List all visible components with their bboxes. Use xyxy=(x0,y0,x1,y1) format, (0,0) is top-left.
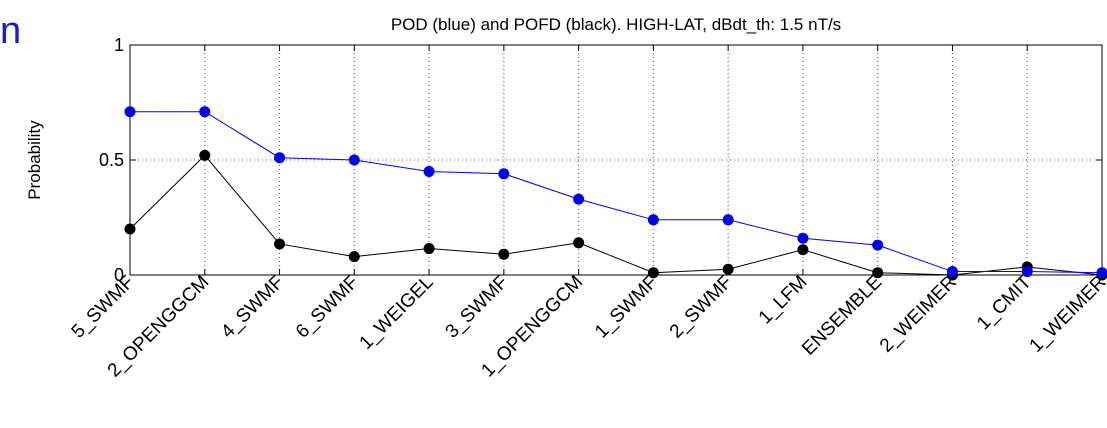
x-tick-label: 4_SWMF xyxy=(217,272,288,343)
x-tick-label: 1_SWMF xyxy=(591,272,662,343)
x-tick-label: 1_LFM xyxy=(755,272,812,329)
x-tick-label: 2_SWMF xyxy=(666,272,737,343)
data-point-series-1 xyxy=(1022,266,1033,277)
data-point-series-1 xyxy=(125,106,136,117)
data-point-series-2 xyxy=(125,224,136,235)
data-point-series-1 xyxy=(274,152,285,163)
series-line-1 xyxy=(130,112,1102,273)
data-point-series-2 xyxy=(274,238,285,249)
x-tick-label: 5_SWMF xyxy=(68,272,139,343)
y-tick-label: 0.5 xyxy=(99,150,124,170)
data-point-series-1 xyxy=(573,194,584,205)
data-point-series-2 xyxy=(349,251,360,262)
x-tick-label: ENSEMBLE xyxy=(798,272,886,360)
x-tick-label: 3_SWMF xyxy=(442,272,513,343)
data-point-series-1 xyxy=(424,166,435,177)
data-point-series-1 xyxy=(349,155,360,166)
data-point-series-1 xyxy=(199,106,210,117)
x-tick-label: 2_WEIMER xyxy=(876,272,961,357)
data-point-series-1 xyxy=(723,214,734,225)
data-point-series-2 xyxy=(424,243,435,254)
x-tick-label: 6_SWMF xyxy=(292,272,363,343)
data-point-series-2 xyxy=(573,237,584,248)
data-point-series-1 xyxy=(872,240,883,251)
data-point-series-1 xyxy=(1097,267,1107,278)
data-point-series-2 xyxy=(872,267,883,278)
data-point-series-1 xyxy=(797,233,808,244)
data-point-series-2 xyxy=(199,150,210,161)
series-lines xyxy=(130,112,1102,275)
data-point-series-2 xyxy=(648,267,659,278)
chart-title: POD (blue) and POFD (black). HIGH-LAT, d… xyxy=(391,15,841,34)
x-tick-label: 1_WEIMER xyxy=(1026,272,1107,357)
y-axis-label: Probability xyxy=(25,120,44,200)
series-points xyxy=(125,106,1107,280)
series-line-2 xyxy=(130,155,1102,275)
data-point-series-1 xyxy=(947,266,958,277)
cropped-text-fragment: n xyxy=(0,12,21,50)
x-tick-label: 1_WEIGEL xyxy=(356,272,438,354)
data-point-series-2 xyxy=(723,264,734,275)
y-tick-label: 1 xyxy=(114,35,124,55)
data-point-series-2 xyxy=(797,244,808,255)
data-point-series-1 xyxy=(648,214,659,225)
x-tick-label: 1_CMIT xyxy=(973,271,1036,334)
y-tick-labels: 00.51 xyxy=(99,35,124,285)
data-point-series-1 xyxy=(498,168,509,179)
data-point-series-2 xyxy=(498,249,509,260)
